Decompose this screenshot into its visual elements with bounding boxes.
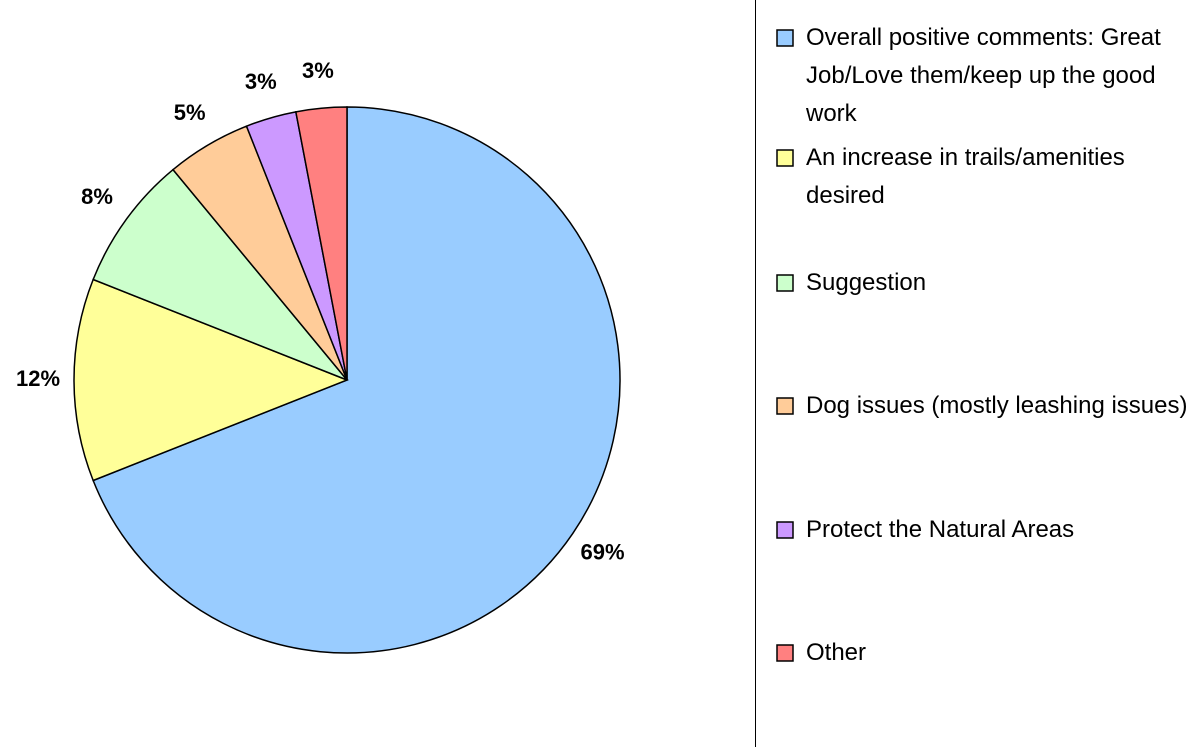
legend-swatch xyxy=(776,29,794,47)
legend-entry: Protect the Natural Areas xyxy=(806,516,1075,543)
legend-label: Dog issues (mostly leashing issues) xyxy=(806,392,1188,419)
legend-label: Suggestion xyxy=(806,269,927,296)
pie-slice xyxy=(92,168,348,381)
legend-entry: An increase in trails/amenities desired xyxy=(806,144,1125,209)
legend-label: Protect the Natural Areas xyxy=(806,516,1075,543)
legend-swatch xyxy=(776,274,794,292)
pie-slice xyxy=(294,106,348,381)
legend-label: Other xyxy=(806,639,867,666)
pie-slice xyxy=(73,278,350,482)
value-label: 69% xyxy=(581,539,625,564)
value-label: 12% xyxy=(16,366,60,391)
legend-entry: Other xyxy=(806,639,867,666)
value-label: 3% xyxy=(245,69,277,94)
value-label: 5% xyxy=(174,100,206,125)
legend-label: Overall positive comments: Great Job/Lov… xyxy=(806,24,1161,127)
pie-slice xyxy=(92,106,621,654)
legend-box xyxy=(755,0,1203,747)
legend-entry: Suggestion xyxy=(806,269,927,296)
legend-swatch xyxy=(776,149,794,167)
legend-swatch xyxy=(776,644,794,662)
value-label: 8% xyxy=(81,184,113,209)
legend-swatch xyxy=(776,397,794,415)
legend-entry: Dog issues (mostly leashing issues) xyxy=(806,392,1188,419)
legend-label: An increase in trails/amenities desired xyxy=(806,144,1125,209)
value-label: 3% xyxy=(302,58,334,83)
legend-entry: Overall positive comments: Great Job/Lov… xyxy=(806,24,1161,127)
legend-swatch xyxy=(776,521,794,539)
